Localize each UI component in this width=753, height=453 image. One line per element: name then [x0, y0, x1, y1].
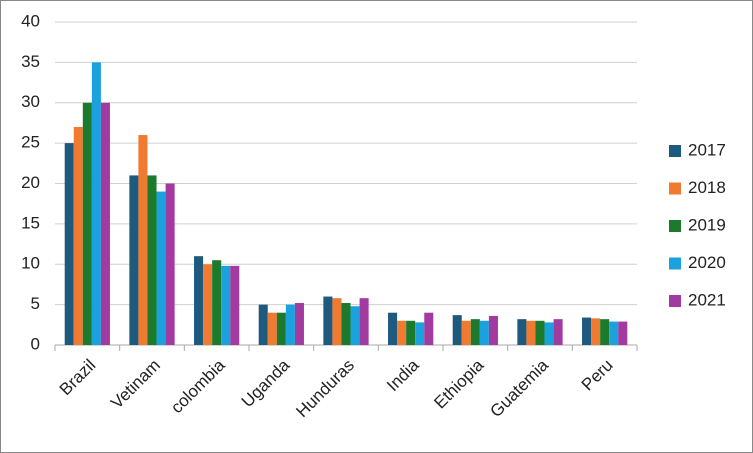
y-tick-label: 5	[31, 294, 40, 313]
bar	[194, 256, 204, 345]
bar	[221, 265, 231, 345]
bar	[406, 320, 416, 345]
bar	[479, 320, 489, 345]
bar	[591, 318, 601, 345]
bar	[452, 315, 462, 345]
bar	[415, 322, 425, 345]
legend-label: 2021	[688, 290, 726, 309]
legend-swatch	[669, 145, 681, 157]
bar	[618, 321, 628, 345]
legend-label: 2020	[688, 253, 726, 272]
bar	[73, 126, 83, 345]
bar	[424, 312, 434, 345]
bar	[276, 312, 286, 345]
bar	[544, 322, 554, 345]
bar	[582, 317, 592, 345]
bar	[461, 320, 471, 345]
bar	[165, 183, 175, 345]
y-tick-label: 25	[21, 133, 40, 152]
bar	[323, 296, 333, 345]
bar	[212, 260, 222, 345]
bar	[488, 315, 498, 345]
bar	[332, 298, 342, 345]
bar	[230, 265, 240, 345]
legend-swatch	[669, 257, 681, 270]
bar	[526, 320, 536, 345]
legend-swatch	[669, 220, 681, 232]
bar	[397, 320, 407, 345]
bar	[517, 319, 527, 345]
bar	[341, 303, 351, 345]
bar	[64, 143, 74, 345]
bar	[350, 306, 360, 345]
y-tick-label: 15	[21, 213, 40, 232]
bar	[609, 321, 619, 345]
bar	[82, 102, 92, 345]
bar	[294, 303, 304, 345]
legend-swatch	[669, 295, 681, 307]
bar	[203, 264, 213, 345]
bar	[600, 319, 610, 345]
bar	[285, 304, 295, 345]
y-tick-label: 40	[21, 11, 40, 30]
y-tick-label: 35	[21, 52, 40, 71]
y-tick-label: 10	[21, 254, 40, 273]
legend-label: 2019	[688, 215, 726, 234]
bar	[388, 312, 398, 345]
bar	[359, 298, 369, 345]
bar	[129, 175, 139, 345]
y-tick-label: 30	[21, 92, 40, 111]
bar	[535, 320, 545, 345]
legend-swatch	[669, 182, 681, 195]
bar	[138, 135, 148, 345]
bar	[147, 175, 157, 345]
bar	[553, 319, 563, 345]
bar	[100, 102, 110, 345]
bar	[156, 191, 166, 345]
y-tick-label: 0	[31, 334, 40, 353]
bar	[258, 304, 268, 345]
legend-label: 2018	[688, 178, 726, 197]
legend-label: 2017	[688, 140, 726, 159]
bar	[267, 312, 277, 345]
bar	[470, 319, 480, 345]
y-tick-label: 20	[21, 173, 40, 192]
bar	[91, 62, 101, 345]
